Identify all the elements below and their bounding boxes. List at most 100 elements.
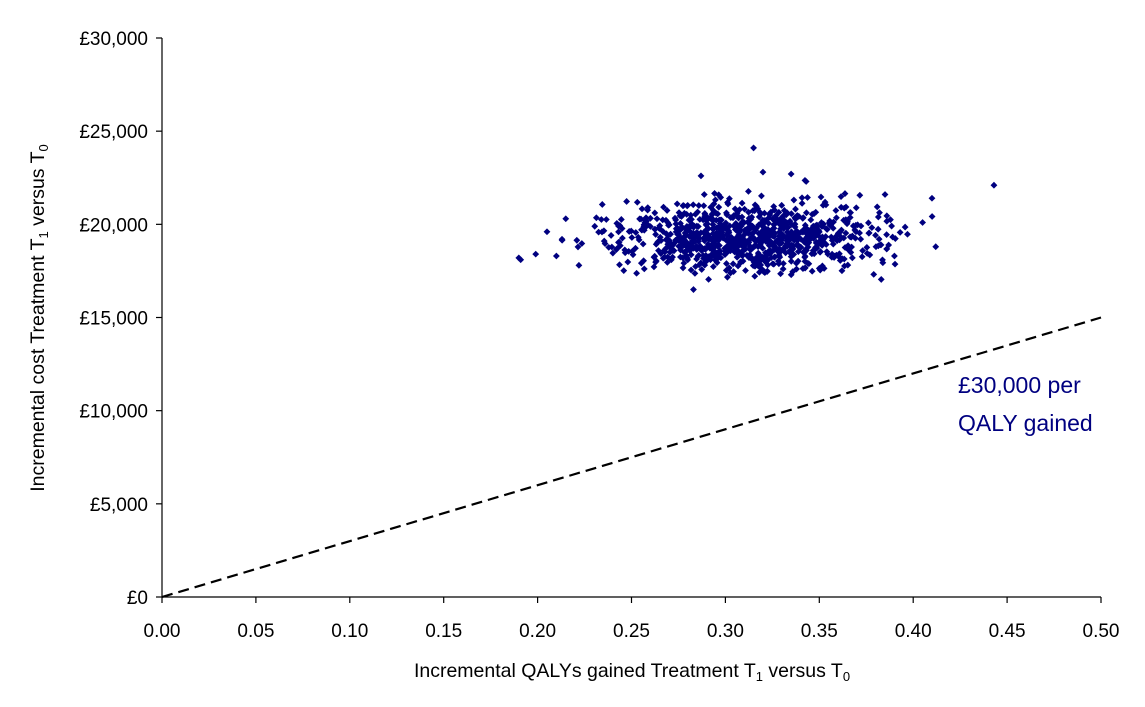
scatter-point bbox=[815, 264, 823, 272]
scatter-point bbox=[712, 216, 720, 224]
scatter-point bbox=[883, 212, 891, 220]
scatter-point bbox=[751, 201, 759, 209]
scatter-point bbox=[702, 245, 709, 253]
scatter-point bbox=[928, 213, 936, 220]
scatter-point bbox=[643, 222, 651, 230]
scatter-point bbox=[692, 263, 699, 270]
y-tick-label: £10,000 bbox=[79, 402, 148, 423]
scatter-point bbox=[883, 217, 891, 225]
scatter-point bbox=[847, 209, 854, 217]
scatter-point bbox=[791, 223, 799, 231]
scatter-point bbox=[774, 246, 782, 254]
scatter-point bbox=[687, 222, 695, 230]
x-tick-label: 0.00 bbox=[144, 621, 181, 642]
scatter-point bbox=[625, 247, 633, 255]
scatter-point bbox=[842, 229, 850, 237]
scatter-point bbox=[804, 194, 811, 201]
scatter-point bbox=[858, 253, 866, 261]
scatter-point bbox=[805, 228, 813, 236]
scatter-point bbox=[838, 267, 846, 275]
scatter-point bbox=[787, 170, 795, 178]
scatter-point bbox=[919, 219, 926, 226]
scatter-point bbox=[852, 221, 860, 229]
scatter-point bbox=[756, 242, 764, 249]
scatter-point bbox=[758, 192, 765, 200]
scatter-point bbox=[598, 228, 606, 236]
scatter-point bbox=[848, 254, 856, 262]
scatter-point bbox=[663, 258, 671, 266]
scatter-point bbox=[640, 257, 648, 265]
scatter-point bbox=[841, 244, 849, 251]
scatter-point bbox=[727, 243, 735, 251]
scatter-point bbox=[808, 267, 816, 275]
scatter-point bbox=[652, 231, 660, 238]
scatter-point bbox=[783, 209, 791, 217]
x-axis-ticks: 0.00 0.05 0.10 0.15 0.20 0.25 0.30 0.35 0.40 0.45… bbox=[144, 597, 1119, 642]
y-tick-label: £20,000 bbox=[79, 215, 148, 236]
scatter-point bbox=[748, 222, 756, 230]
scatter-point bbox=[769, 215, 777, 223]
scatter-point bbox=[517, 256, 525, 264]
scatter-point bbox=[818, 262, 826, 270]
scatter-point bbox=[760, 267, 767, 275]
x-tick-label: 0.45 bbox=[989, 621, 1026, 642]
scatter-point bbox=[801, 264, 809, 272]
scatter-point bbox=[663, 230, 670, 238]
scatter-point bbox=[875, 235, 883, 243]
scatter-point bbox=[693, 228, 701, 236]
scatter-point bbox=[809, 222, 817, 230]
scatter-point bbox=[730, 212, 738, 219]
scatter-point bbox=[592, 214, 600, 222]
scatter-point bbox=[816, 248, 824, 256]
scatter-point bbox=[837, 193, 845, 200]
scatter-point bbox=[783, 228, 791, 236]
scatter-point bbox=[792, 229, 800, 237]
scatter-point bbox=[659, 254, 667, 262]
scatter-point bbox=[739, 218, 747, 226]
scatter-point bbox=[615, 222, 622, 230]
scatter-point bbox=[655, 237, 663, 245]
x-tick-label: 0.20 bbox=[519, 621, 556, 642]
scatter-point bbox=[632, 229, 640, 236]
scatter-point bbox=[723, 273, 731, 281]
scatter-point bbox=[775, 260, 783, 268]
scatter-point bbox=[647, 214, 654, 222]
scatter-point bbox=[607, 232, 615, 239]
scatter-point bbox=[757, 237, 765, 245]
scatter-point bbox=[639, 240, 647, 248]
scatter-point bbox=[888, 222, 896, 230]
scatter-point bbox=[787, 257, 795, 265]
scatter-point bbox=[651, 209, 659, 217]
scatter-point bbox=[765, 214, 772, 222]
scatter-point bbox=[863, 244, 871, 251]
scatter-point bbox=[738, 213, 746, 221]
scatter-point bbox=[767, 237, 774, 245]
scatter-point bbox=[807, 216, 815, 224]
scatter-point bbox=[697, 172, 705, 180]
scatter-point bbox=[836, 228, 844, 236]
scatter-point bbox=[742, 228, 750, 236]
scatter-point bbox=[749, 207, 757, 215]
scatter-point bbox=[827, 222, 835, 229]
scatter-point bbox=[868, 224, 876, 232]
scatter-point bbox=[857, 235, 865, 243]
x-axis-title: Incremental QALYs gained Treatment T1 ve… bbox=[414, 660, 850, 684]
scatter-point bbox=[865, 219, 872, 227]
scatter-point bbox=[790, 196, 798, 204]
scatter-point bbox=[723, 243, 730, 251]
y-tick-label: £0 bbox=[127, 588, 148, 609]
scatter-point bbox=[738, 199, 746, 207]
scatter-point bbox=[743, 251, 751, 259]
scatter-point bbox=[844, 261, 852, 269]
scatter-point bbox=[672, 228, 680, 236]
scatter-point bbox=[833, 214, 840, 222]
scatter-point bbox=[852, 228, 860, 236]
scatter-point bbox=[798, 194, 806, 202]
scatter-point bbox=[731, 205, 739, 213]
scatter-point bbox=[636, 215, 644, 223]
scatter-point bbox=[836, 236, 843, 244]
scatter-point bbox=[734, 262, 742, 270]
x-tick-label: 0.15 bbox=[425, 621, 462, 642]
scatter-point bbox=[675, 209, 683, 217]
scatter-point bbox=[759, 168, 767, 176]
